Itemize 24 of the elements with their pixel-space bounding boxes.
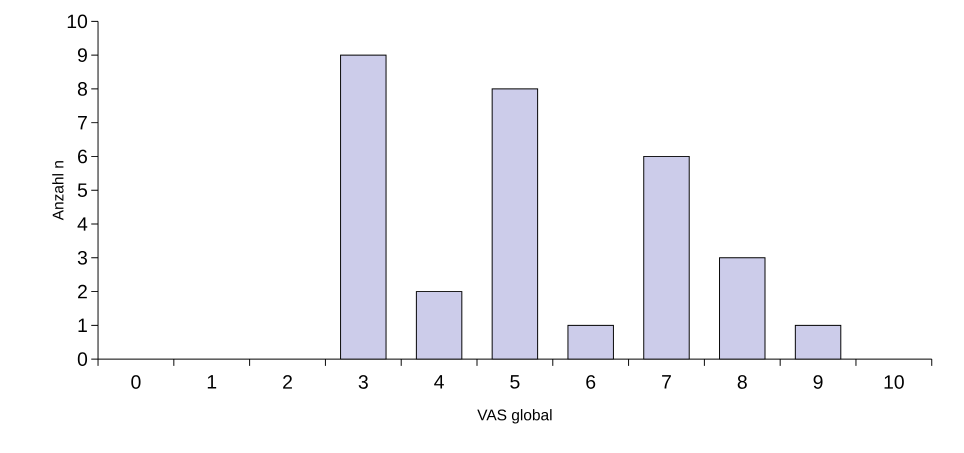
x-tick-label: 1 [208,375,216,388]
x-tick-label: 5 [510,375,520,388]
y-tick-label: 9 [78,48,87,62]
y-tick-label: 6 [78,149,87,164]
y-tick-label: 1 [78,318,87,332]
x-tick-label: 10 [884,375,904,389]
x-tick-label: 2 [283,375,292,389]
y-tick-label: 3 [78,250,87,264]
x-tick-label: 4 [434,375,444,388]
y-axis-title: Anzahl n [52,161,64,220]
y-tick-label: 5 [78,183,88,197]
x-tick-label: 8 [738,375,747,389]
x-tick-label: 9 [814,375,823,389]
x-tick-label: 7 [662,375,671,388]
y-tick-label: 7 [78,116,87,130]
y-tick-label: 10 [68,14,88,28]
y-tick-label: 4 [78,217,88,231]
x-tick-label: 3 [358,375,368,389]
x-tick-label: 0 [131,375,141,389]
y-tick-label: 2 [78,284,87,298]
x-axis-title: VAS global [477,408,552,424]
y-tick-label: 8 [78,82,87,96]
y-tick-label: 0 [78,352,88,366]
x-tick-label: 6 [586,375,596,389]
